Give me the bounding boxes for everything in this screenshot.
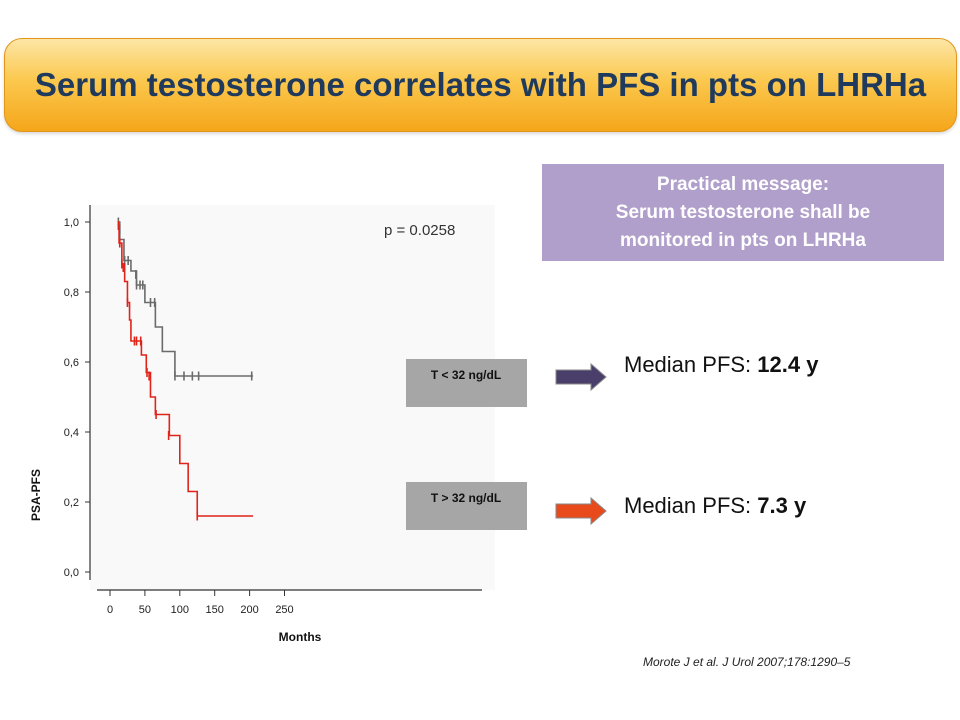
y-tick-label: 0,0 xyxy=(64,567,79,579)
arrows xyxy=(555,362,607,526)
x-tick-label: 150 xyxy=(206,604,224,616)
median-label: Median PFS: xyxy=(624,493,752,518)
median-value: 12.4 y xyxy=(757,352,819,377)
x-tick-label: 100 xyxy=(171,604,189,616)
median-value: 7.3 y xyxy=(757,493,807,518)
median-pfs-high-t: Median PFS: 7.3 y xyxy=(624,493,806,519)
message-line-3: monitored in pts on LHRHa xyxy=(620,229,866,251)
p-value-annotation: p = 0.0258 xyxy=(384,222,455,239)
legend-box xyxy=(406,359,527,407)
citation: Morote J et al. J Urol 2007;178:1290–5 xyxy=(643,655,851,669)
median-pfs-low-t: Median PFS: 12.4 y xyxy=(624,352,818,378)
y-tick-label: 0,4 xyxy=(64,427,79,439)
practical-message-box: Practical message: Serum testosterone sh… xyxy=(542,164,944,261)
series-line-high-t xyxy=(118,224,254,517)
message-line-2: Serum testosterone shall be xyxy=(615,201,871,223)
message-line-1: Practical message: xyxy=(656,173,830,195)
y-axis-label: PSA-PFS xyxy=(29,469,43,521)
x-tick-label: 200 xyxy=(240,604,258,616)
legend-box xyxy=(406,482,527,530)
legend-label: T < 32 ng/dL xyxy=(431,368,501,382)
axes: 0,0 0,2 0,4 0,6 0,8 1,0 0 50 100 150 200 250 xyxy=(64,205,482,616)
arrow-icon xyxy=(555,362,607,392)
slide-title: Serum testosterone correlates with PFS i… xyxy=(34,66,927,103)
x-tick-label: 0 xyxy=(107,604,113,616)
y-tick-label: 1,0 xyxy=(64,217,79,229)
x-tick-label: 50 xyxy=(139,604,151,616)
title-banner: Serum testosterone correlates with PFS i… xyxy=(4,38,957,132)
y-tick-label: 0,8 xyxy=(64,287,79,299)
series-layer xyxy=(117,217,254,521)
median-label: Median PFS: xyxy=(624,352,752,377)
x-tick-label: 250 xyxy=(275,604,293,616)
legend: T < 32 ng/dL T > 32 ng/dL xyxy=(406,359,527,530)
y-tick-label: 0,2 xyxy=(64,497,79,509)
arrow-icon xyxy=(555,496,607,526)
y-tick-label: 0,6 xyxy=(64,357,79,369)
x-axis-label: Months xyxy=(279,630,322,644)
legend-label: T > 32 ng/dL xyxy=(431,491,501,505)
